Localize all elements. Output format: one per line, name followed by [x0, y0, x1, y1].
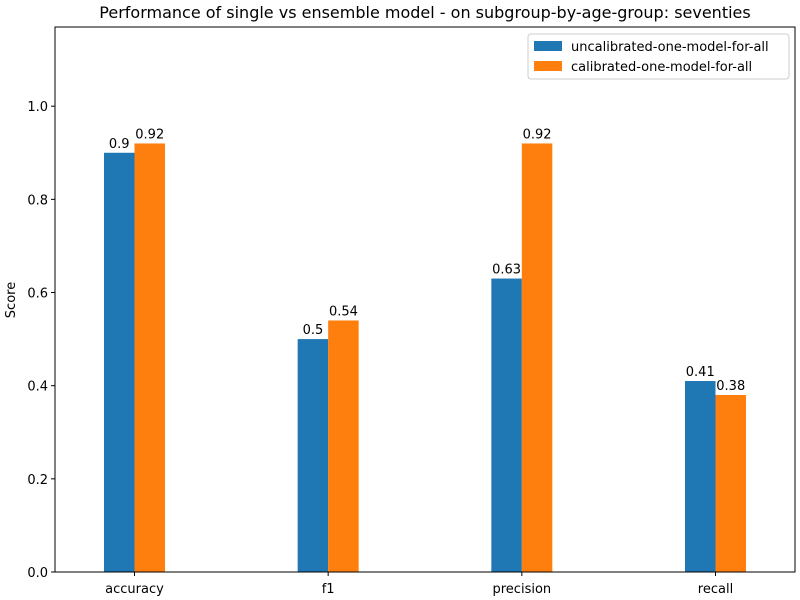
- legend-label: uncalibrated-one-model-for-all: [571, 40, 769, 55]
- y-tick-label: 0.2: [27, 473, 48, 488]
- data-label: 0.92: [135, 127, 164, 142]
- y-axis-label: Score: [4, 282, 19, 318]
- y-tick-label: 0.6: [27, 287, 48, 302]
- data-label: 0.92: [523, 127, 552, 142]
- legend: uncalibrated-one-model-for-all calibrated…: [527, 33, 790, 80]
- x-axis: accuracy f1 precision recall: [105, 572, 733, 597]
- x-tick-label: precision: [493, 582, 552, 597]
- bar-recall-series-0: [685, 381, 716, 572]
- data-label: 0.41: [686, 365, 715, 380]
- bar-recall-series-1: [715, 394, 746, 572]
- legend-label: calibrated-one-model-for-all: [571, 60, 752, 75]
- bar-accuracy-series-1: [134, 143, 165, 572]
- x-tick-label: f1: [322, 582, 335, 597]
- data-label: 0.54: [329, 304, 358, 319]
- legend-swatch: [534, 61, 562, 71]
- bar-accuracy-series-0: [104, 152, 135, 572]
- plot-frame: [54, 26, 796, 573]
- y-tick-label: 1.0: [27, 100, 48, 115]
- plot-area: 0.9 0.5 0.63 0.41 0.92 0.54 0.92 0.38: [54, 26, 796, 573]
- data-label: 0.9: [109, 137, 130, 152]
- bar-precision-series-0: [491, 278, 522, 572]
- chart-title: Performance of single vs ensemble model …: [99, 3, 750, 22]
- bar-f1-series-0: [297, 339, 329, 572]
- data-label: 0.63: [492, 263, 521, 278]
- data-label: 0.5: [303, 323, 324, 338]
- x-tick-label: accuracy: [105, 582, 164, 597]
- x-tick-label: recall: [698, 582, 733, 597]
- y-axis: 0.0 0.2 0.4 0.6 0.8 1.0: [27, 100, 55, 581]
- legend-box: [527, 33, 790, 80]
- bar-precision-series-1: [521, 143, 553, 572]
- y-tick-label: 0.0: [27, 566, 48, 581]
- y-tick-label: 0.4: [27, 380, 48, 395]
- bar-f1-series-1: [328, 320, 359, 572]
- data-label: 0.38: [716, 379, 745, 394]
- legend-swatch: [534, 41, 562, 51]
- y-tick-label: 0.8: [27, 193, 48, 208]
